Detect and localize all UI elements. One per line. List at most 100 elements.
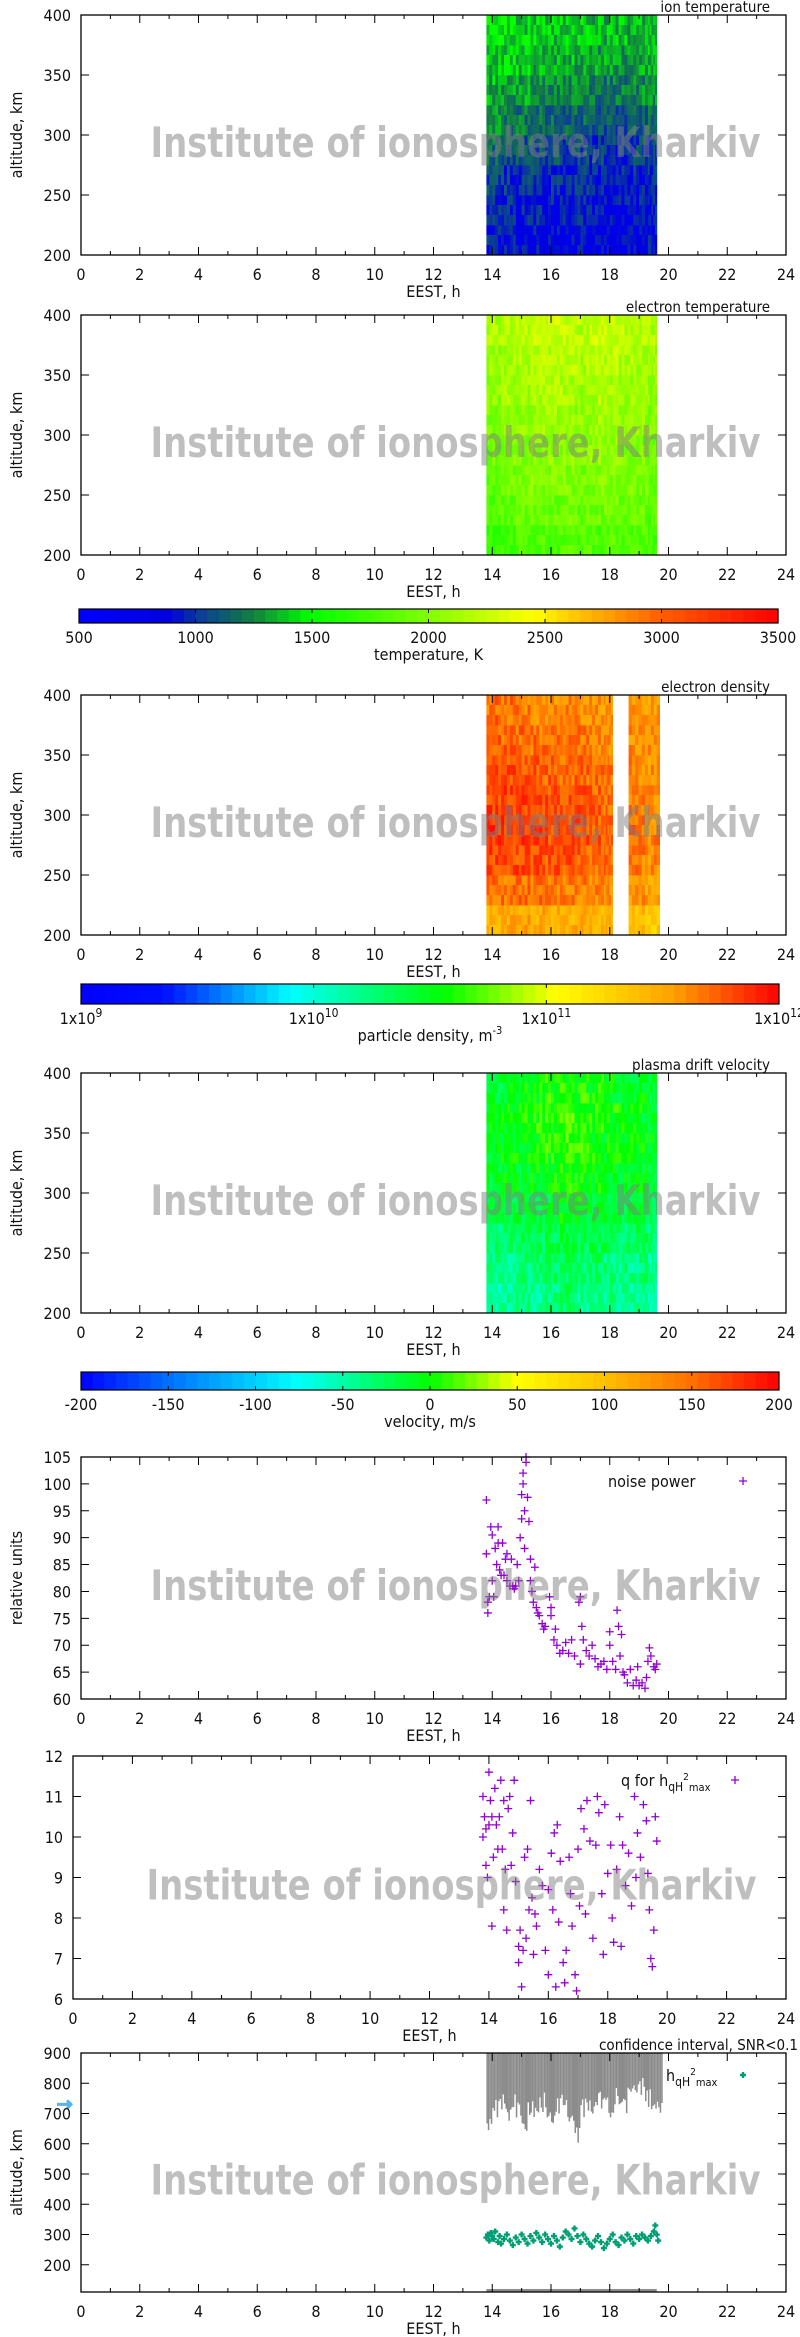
heatmap-cell [489,855,493,866]
heatmap-cell [539,915,543,926]
heatmap-cell [504,925,508,936]
heatmap-cell [580,835,584,846]
heatmap-cell [655,1283,658,1294]
heatmap-cell [612,125,616,136]
heatmap-cell [524,475,528,486]
heatmap-cell [498,325,502,336]
heatmap-cell [612,425,616,436]
heatmap-cell [586,795,590,806]
heatmap-cell [530,1243,534,1254]
heatmap-cell [621,1273,625,1284]
heatmap-cell [605,785,608,796]
heatmap-cell [574,395,578,406]
heatmap-cell [609,395,614,406]
heatmap-cell [600,1223,605,1234]
heatmap-cell [574,65,578,76]
heatmap-cell [577,435,581,446]
heatmap-cell [524,445,528,456]
heatmap-cell [583,1273,587,1284]
heatmap-cell [577,715,581,726]
heatmap-cell [533,385,537,396]
heatmap-cell [512,235,517,246]
heatmap-cell [553,165,558,176]
heatmap-cell [655,55,658,66]
heatmap-cell [530,75,534,86]
heatmap-cell [633,375,637,386]
heatmap-cell [645,405,649,416]
heatmap-cell [638,885,643,896]
heatmap-cell [615,85,619,96]
heatmap-cell [618,25,622,36]
heatmap-cell [621,465,625,476]
heatmap-cell [527,245,531,256]
heatmap-cell [639,155,643,166]
heatmap-cell [651,395,654,406]
heatmap-cell [559,395,564,406]
heatmap-cell [524,805,528,816]
heatmap-cell [542,345,546,356]
heatmap-cell [495,1283,499,1294]
heatmap-cell [548,445,552,456]
heatmap-cell [628,895,633,906]
heatmap-cell [653,495,656,506]
heatmap-cell [618,365,622,376]
heatmap-cell [618,15,622,26]
heatmap-cell [647,485,651,496]
heatmap-cell [515,725,520,736]
heatmap-cell [524,725,528,736]
heatmap-cell [606,435,611,446]
heatmap-cell [627,55,631,66]
heatmap-cell [486,315,490,326]
heatmap-cell [651,415,654,426]
heatmap-cell [486,505,490,516]
heatmap-cell [492,65,496,76]
heatmap-cell [583,85,587,96]
heatmap-cell [633,185,637,196]
heatmap-cell [551,455,555,466]
heatmap-cell [501,455,505,466]
heatmap-cell [595,495,599,506]
heatmap-cell [489,465,493,476]
heatmap-cell [568,415,572,426]
heatmap-cell [492,225,496,236]
heatmap-cell [539,695,543,706]
heatmap-cell [530,345,534,356]
heatmap-cell [621,105,625,116]
heatmap-cell [515,95,520,106]
heatmap-cell [636,395,640,406]
heatmap-cell [621,15,625,26]
heatmap-cell [498,395,502,406]
heatmap-cell [639,105,643,116]
heatmap-cell [512,25,517,36]
heatmap-cell [527,315,531,326]
heatmap-cell [583,885,587,896]
heatmap-cell [524,845,528,856]
heatmap-cell [586,115,590,126]
heatmap-cell [551,425,555,436]
heatmap-cell [489,485,493,496]
heatmap-cell [603,215,608,226]
heatmap-cell [574,185,578,196]
heatmap-cell [606,105,611,116]
x-tick-label: 14 [483,265,501,284]
heatmap-cell [521,1263,525,1274]
heatmap-cell [524,165,528,176]
heatmap-cell [586,505,590,516]
heatmap-cell [562,725,567,736]
heatmap-cell [639,15,643,26]
heatmap-cell [577,155,581,166]
x-tick-label: 12 [424,945,442,964]
heatmap-cell [598,35,602,46]
heatmap-cell [630,35,634,46]
heatmap-cell [533,245,537,256]
heatmap-cell [501,1203,505,1214]
heatmap-cell [545,535,549,546]
heatmap-cell [638,705,643,716]
heatmap-cell [641,715,646,726]
heatmap-cell [592,385,596,396]
heatmap-cell [631,715,636,726]
heatmap-cell [635,895,639,906]
heatmap-cell [571,475,575,486]
heatmap-cell [542,15,546,26]
heatmap-cell [524,875,528,886]
